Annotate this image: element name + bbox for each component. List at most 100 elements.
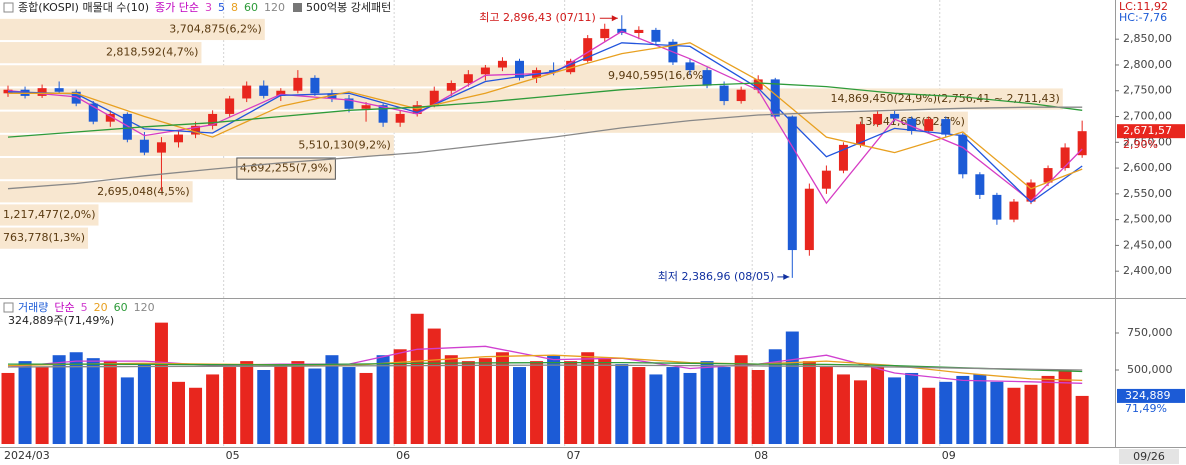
volume-tag-label: 324,889 <box>1125 389 1171 402</box>
volume-profile: 763,778(1,3%) 1,217,477(2,0%)2,695,048(4,… <box>0 18 1063 249</box>
profile-label: 5,510,130(9,2%) <box>298 138 391 151</box>
candle-body <box>736 89 746 102</box>
volume-bar <box>274 364 288 444</box>
candle-body <box>37 88 47 96</box>
y-tick-label: 2,700,00 <box>1123 110 1172 123</box>
candle-body <box>259 85 269 96</box>
candle-body <box>838 144 848 171</box>
candle-body <box>992 194 1002 220</box>
candle-body <box>719 85 729 102</box>
candle-body <box>310 77 320 94</box>
volume-bar <box>376 355 390 444</box>
x-tick-label: 08 <box>754 449 768 462</box>
volume-bar <box>973 374 987 444</box>
volume-bar <box>871 367 885 444</box>
volume-bar <box>990 381 1004 444</box>
volume-bar <box>257 370 271 444</box>
volume-tag <box>1117 388 1185 403</box>
candle-body <box>1043 168 1053 183</box>
ma-line <box>7 364 1083 371</box>
volume-bar <box>513 367 526 444</box>
legend-entry: 8 <box>231 1 238 14</box>
volume-bar <box>1058 370 1072 444</box>
y-tick-label: 2,450,00 <box>1123 238 1172 251</box>
y-tick-label: 2,600,00 <box>1123 161 1172 174</box>
volume-bar <box>547 355 561 444</box>
candle-body <box>770 79 780 117</box>
x-tick-label: 2024/03 <box>4 449 50 462</box>
candle-body <box>685 62 695 71</box>
profile-bar <box>0 134 394 157</box>
candle-body <box>804 188 814 251</box>
volume-bar <box>35 367 49 444</box>
annotation-arrowhead <box>611 15 618 22</box>
legend-entry: 120 <box>264 1 285 14</box>
ma-line <box>7 42 1083 203</box>
candle-body <box>1026 182 1036 202</box>
legend-entry: 종합(KOSPI) 매물대 수(10) <box>18 1 149 14</box>
y-tick-label: 2,650,00 <box>1123 135 1172 148</box>
candle-body <box>139 139 149 153</box>
legend-entry: 3 <box>205 1 212 14</box>
candle-body <box>54 88 64 92</box>
volume-bar <box>819 367 833 444</box>
candle-body <box>3 89 13 94</box>
volume-bar <box>615 364 629 444</box>
candle-body <box>515 60 524 78</box>
candle-body <box>941 119 951 135</box>
volume-bar <box>956 375 970 444</box>
candle-body <box>412 105 422 114</box>
candle-body <box>446 83 456 91</box>
volume-bar <box>120 377 134 444</box>
volume-bar <box>172 381 185 444</box>
volume-info: 324,889주(71,49%) <box>8 314 114 327</box>
candle-body <box>242 85 252 99</box>
candle-body <box>958 134 968 175</box>
checkbox-icon[interactable] <box>3 2 14 13</box>
date-tag <box>1119 449 1179 464</box>
volume-bar <box>325 355 339 444</box>
candle-body <box>174 134 183 143</box>
volume-bar <box>905 372 919 444</box>
candle-body <box>71 91 81 104</box>
candle-body <box>378 105 388 123</box>
profile-bar <box>0 158 336 180</box>
y-tick-label: 2,750,00 <box>1123 84 1172 97</box>
candle-body <box>907 118 917 131</box>
candle-body <box>1077 131 1087 156</box>
candle-body <box>856 124 865 145</box>
candle-body <box>787 116 797 251</box>
volume-bar <box>1024 384 1038 444</box>
ma-line <box>7 82 1083 138</box>
ma-line <box>8 361 1083 373</box>
checkbox-icon[interactable] <box>3 302 14 313</box>
legend-entry: 5 <box>81 301 88 314</box>
x-tick-label: 07 <box>567 449 581 462</box>
candle-body <box>208 113 218 126</box>
candle-body <box>1060 147 1070 169</box>
checkbox-icon[interactable] <box>293 3 302 12</box>
profile-label: 1,217,477(2,0%) <box>3 208 96 221</box>
volume-bar <box>1007 387 1021 444</box>
profile-bar <box>0 181 193 203</box>
volume-bar <box>308 368 322 444</box>
candle-body <box>480 67 490 75</box>
volume-bar <box>581 352 595 444</box>
y-tick-label: 750,000 <box>1127 326 1173 339</box>
volume-bar <box>836 374 850 444</box>
profile-bar <box>0 42 202 64</box>
candle-body <box>753 79 763 90</box>
y-tick-label: 500,000 <box>1127 363 1173 376</box>
volume-bar <box>1075 395 1089 444</box>
volume-bar <box>461 361 475 444</box>
candle-body <box>600 28 610 39</box>
volume-bar <box>393 349 407 444</box>
candle-body <box>225 98 235 114</box>
candle-body <box>924 119 934 131</box>
volume-bar <box>359 372 373 444</box>
profile-label: 14,869,450(24,9%)(2,756,41 ~ 2,711,43) <box>831 92 1060 105</box>
profile-label: 3,704,875(6,2%) <box>169 22 262 35</box>
volume-bar <box>751 370 765 444</box>
volume-bar <box>495 352 509 444</box>
